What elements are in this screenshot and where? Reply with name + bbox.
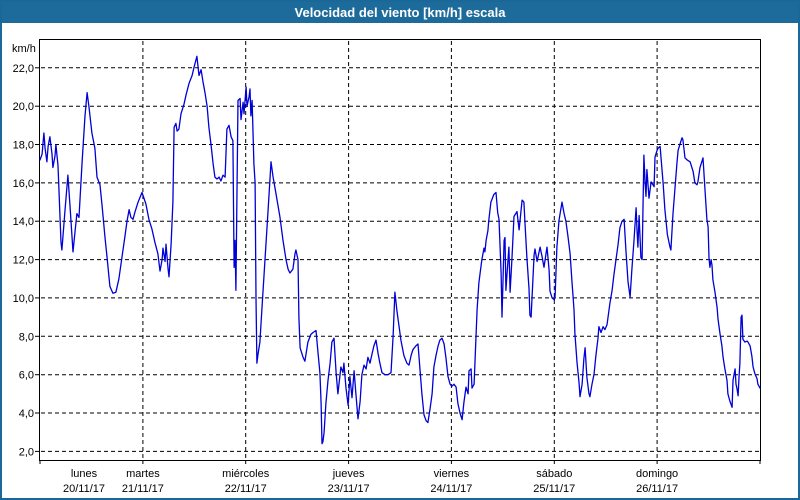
y-tick-label: 10,0 <box>13 293 34 305</box>
y-tick-label: 22,0 <box>13 63 34 75</box>
window-titlebar: Velocidad del viento [km/h] escala <box>2 2 798 23</box>
window-title: Velocidad del viento [km/h] escala <box>294 5 506 20</box>
y-tick-label: 2,0 <box>19 446 34 458</box>
x-grid <box>39 41 761 464</box>
day-date-label: 24/11/17 <box>430 483 472 495</box>
y-tick-label: 12,0 <box>13 255 34 267</box>
y-tick-label: 20,0 <box>13 101 34 113</box>
day-date-label: 20/11/17 <box>63 483 105 495</box>
day-date-label: 23/11/17 <box>328 483 370 495</box>
day-name-label: jueves <box>332 468 365 480</box>
x-axis-labels: lunes 20/11/17 martes 21/11/17 miércoles 22/1… <box>63 468 678 495</box>
wind-speed-line <box>39 55 761 445</box>
day-name-label: miércoles <box>222 468 270 480</box>
day-date-label: 21/11/17 <box>122 483 164 495</box>
y-tick-label: 6,0 <box>19 370 34 382</box>
day-name-label: martes <box>126 468 160 480</box>
day-date-label: 26/11/17 <box>636 483 678 495</box>
y-tick-label: 18,0 <box>13 140 34 152</box>
plot-border <box>39 39 761 461</box>
day-name-label: viernes <box>434 468 470 480</box>
day-name-label: sábado <box>536 468 572 480</box>
day-date-label: 22/11/17 <box>225 483 267 495</box>
y-tick-label: 8,0 <box>19 331 34 343</box>
y-axis-unit-label: km/h <box>12 43 36 55</box>
y-tick-label: 16,0 <box>13 178 34 190</box>
day-date-label: 25/11/17 <box>533 483 575 495</box>
y-grid-and-labels: 22,0 20,0 18,0 16,0 14,0 12,0 10,0 8,0 6,0 4,0 2,0 <box>13 63 759 458</box>
y-tick-label: 14,0 <box>13 216 34 228</box>
y-tick-label: 4,0 <box>19 408 34 420</box>
day-name-label: lunes <box>71 468 98 480</box>
day-name-label: domingo <box>636 468 678 480</box>
